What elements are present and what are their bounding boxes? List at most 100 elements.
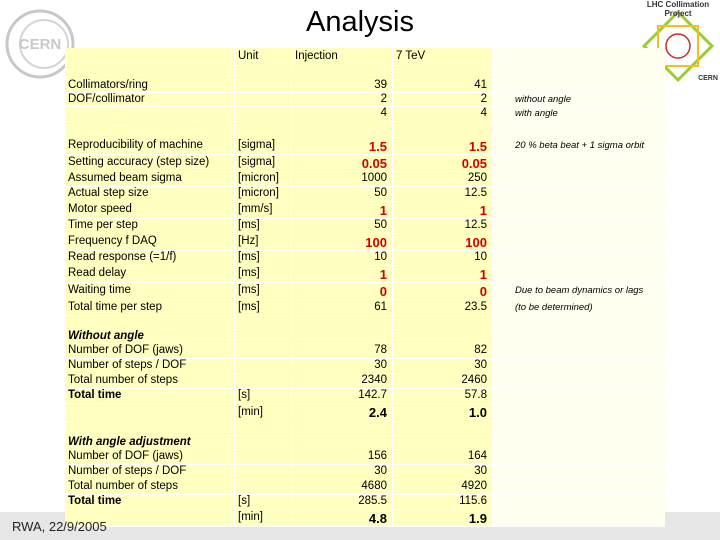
injection-value: 30 [292,359,393,374]
note-cell [493,80,665,93]
unit-cell: [mm/s] [235,202,292,219]
note-cell [493,187,665,202]
row-label: DOF/collimator [65,93,235,107]
spacer-cell [393,66,493,80]
injection-value: 2 [292,93,393,107]
unit-cell: [ms] [235,283,292,300]
tev-value: 30 [393,359,493,374]
note-cell [493,316,665,330]
spacer-cell [292,66,393,80]
note-cell [493,450,665,465]
row-label: Collimators/ring [65,80,235,93]
note-cell: 20 % beta beat + 1 sigma orbit [493,138,665,155]
row-label: Reproducibility of machine [65,138,235,155]
unit-cell [235,80,292,93]
spacer-cell [235,66,292,80]
note-cell [493,172,665,187]
note-cell [493,330,665,344]
row-label: With angle adjustment [65,436,235,450]
row-label: Total time per step [65,300,235,316]
unit-cell: [sigma] [235,138,292,155]
spacer-cell [235,316,292,330]
note-cell: Due to beam dynamics or lags [493,283,665,300]
unit-cell: [micron] [235,187,292,202]
note-cell [493,234,665,251]
note-cell [493,155,665,172]
note-cell [493,266,665,283]
slide-title: Analysis [306,6,414,38]
injection-value: 4.8 [292,510,393,527]
note-cell [493,436,665,450]
injection-value: 50 [292,219,393,234]
row-label: Motor speed [65,202,235,219]
note-cell [493,202,665,219]
cern-logo: CERN [5,9,75,79]
note-cell [493,219,665,234]
tev-value: 12.5 [393,187,493,202]
unit-cell [235,480,292,495]
tev-value: 4 [393,107,493,122]
injection-value: 100 [292,234,393,251]
injection-value: 30 [292,465,393,480]
injection-value: 1 [292,202,393,219]
tev-value: 4920 [393,480,493,495]
unit-cell: [min] [235,510,292,527]
tev-value: 115.6 [393,495,493,510]
note-cell: with angle [493,107,665,122]
injection-value: 2.4 [292,404,393,422]
injection-value: 285.5 [292,495,393,510]
unit-cell [235,465,292,480]
row-label: Actual step size [65,187,235,202]
unit-cell [235,344,292,359]
row-label: Number of DOF (jaws) [65,450,235,465]
row-label: Number of steps / DOF [65,465,235,480]
tev-value: 41 [393,80,493,93]
spacer-cell [235,422,292,436]
note-cell [493,510,665,527]
tev-value [393,436,493,450]
note-cell [493,344,665,359]
tev-value [393,330,493,344]
tev-value: 1 [393,202,493,219]
unit-cell [235,107,292,122]
spacer-cell [393,422,493,436]
row-label: Read delay [65,266,235,283]
tev-value: 2 [393,93,493,107]
spacer-cell [65,66,235,80]
unit-cell [235,359,292,374]
injection-value: 10 [292,251,393,266]
spacer-cell [65,422,235,436]
tev-value: 164 [393,450,493,465]
injection-value: 0.05 [292,155,393,172]
injection-value: 4 [292,107,393,122]
injection-value: 2340 [292,374,393,389]
row-label: Waiting time [65,283,235,300]
injection-value: 1000 [292,172,393,187]
unit-cell: [sigma] [235,155,292,172]
spacer-cell [65,122,235,138]
note-cell [493,404,665,422]
note-cell [493,359,665,374]
note-cell: (to be determined) [493,300,665,316]
unit-cell [235,374,292,389]
lhc-logo-sub: CERN [698,75,718,82]
lhc-logo-text: LHC Collimation Project [646,0,710,18]
column-header: 7 TeV [393,48,493,66]
unit-cell: [ms] [235,266,292,283]
injection-value: 39 [292,80,393,93]
unit-cell [235,436,292,450]
unit-cell: [s] [235,495,292,510]
row-label: Total time [65,389,235,404]
row-label: Number of steps / DOF [65,359,235,374]
injection-value: 1 [292,266,393,283]
row-label: Total time [65,495,235,510]
note-cell [493,495,665,510]
note-cell [493,251,665,266]
injection-value: 0 [292,283,393,300]
unit-cell: [ms] [235,300,292,316]
spacer-cell [292,422,393,436]
note-cell [493,389,665,404]
spacer-cell [65,316,235,330]
unit-cell: [ms] [235,251,292,266]
